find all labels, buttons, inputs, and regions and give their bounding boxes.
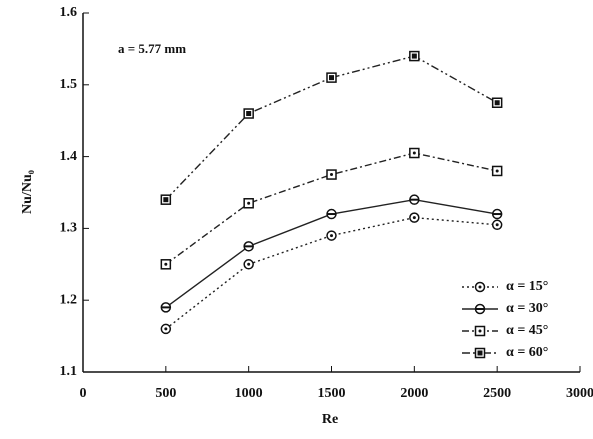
marker xyxy=(491,165,503,177)
marker xyxy=(409,147,420,159)
legend-label: α = 30° xyxy=(506,301,548,316)
x-tick-label: 3000 xyxy=(566,386,593,401)
marker-dot xyxy=(478,285,482,289)
x-tick-label: 0 xyxy=(80,386,87,401)
y-tick-label: 1.2 xyxy=(60,292,78,307)
marker xyxy=(243,198,254,209)
marker xyxy=(326,169,337,180)
marker xyxy=(409,50,420,62)
marker xyxy=(243,259,254,270)
y-tick-label: 1.4 xyxy=(60,149,78,164)
marker-fill xyxy=(477,350,483,356)
marker-fill xyxy=(246,111,252,117)
marker xyxy=(326,230,337,241)
marker-dot xyxy=(412,151,416,155)
y-tick-label: 1.6 xyxy=(60,5,78,20)
legend-label: α = 15° xyxy=(506,279,548,294)
marker-dot xyxy=(164,262,168,266)
marker xyxy=(409,212,420,223)
y-axis-label: Nu/Nu₀ xyxy=(20,170,35,214)
marker xyxy=(491,97,503,108)
marker xyxy=(160,323,172,335)
marker xyxy=(326,208,337,220)
x-tick-label: 1500 xyxy=(318,386,346,401)
series-line xyxy=(165,216,498,330)
marker xyxy=(409,194,420,205)
annotation: a = 5.77 mm xyxy=(118,41,186,56)
y-tick-label: 1.1 xyxy=(60,364,78,379)
marker-dot xyxy=(412,216,416,220)
y-tick-label: 1.5 xyxy=(60,77,78,92)
x-axis-label: Re xyxy=(322,412,338,427)
marker-dot xyxy=(330,173,333,177)
marker-dot xyxy=(164,327,168,331)
marker xyxy=(491,208,503,220)
series-line xyxy=(165,55,498,201)
marker xyxy=(326,72,337,83)
x-tick-label: 1000 xyxy=(235,386,263,401)
marker xyxy=(474,347,486,359)
marker xyxy=(491,219,503,231)
marker-dot xyxy=(478,329,482,333)
marker-dot xyxy=(247,262,251,266)
marker-dot xyxy=(330,234,333,238)
x-tick-label: 2500 xyxy=(483,386,511,401)
marker xyxy=(160,302,172,313)
marker-fill xyxy=(494,100,500,106)
legend-label: α = 45° xyxy=(506,323,548,338)
marker-fill xyxy=(411,53,417,59)
marker xyxy=(474,325,486,337)
marker-fill xyxy=(163,197,169,203)
y-tick-label: 1.3 xyxy=(60,221,78,236)
marker xyxy=(243,241,254,252)
marker xyxy=(160,259,172,270)
legend-label: α = 60° xyxy=(506,345,548,360)
marker xyxy=(474,281,486,293)
marker-dot xyxy=(495,169,499,173)
marker-fill xyxy=(329,75,334,81)
marker xyxy=(474,303,486,315)
marker xyxy=(160,194,172,205)
marker-dot xyxy=(247,201,251,205)
x-tick-label: 500 xyxy=(155,386,176,401)
marker-dot xyxy=(495,223,499,227)
x-tick-label: 2000 xyxy=(400,386,428,401)
marker xyxy=(243,108,254,119)
